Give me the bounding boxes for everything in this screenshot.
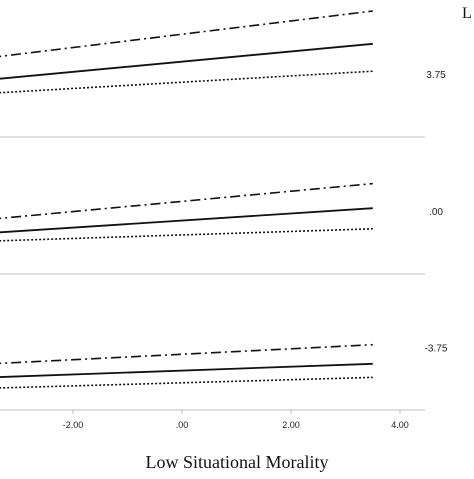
series-line-solid <box>0 42 373 80</box>
series-line-dash-dot <box>0 343 373 365</box>
series-line-solid <box>0 362 373 378</box>
x-tick-label: 4.00 <box>391 420 409 430</box>
series-line-dotted <box>0 376 373 389</box>
x-tick-label: -2.00 <box>63 420 84 430</box>
series-line-dash-dot <box>0 182 373 220</box>
series-line-dash-dot <box>0 10 373 58</box>
series-line-dotted <box>0 228 373 242</box>
x-tick-label: 2.00 <box>282 420 300 430</box>
panel-3: -3.75 <box>0 344 448 389</box>
x-tick-label: .00 <box>176 420 189 430</box>
panel-label: .00 <box>429 207 443 218</box>
panel-2: .00 <box>0 182 443 275</box>
panels-layer: 3.75 .00 -3.75 <box>0 10 448 389</box>
panel-label: 3.75 <box>426 70 446 81</box>
panel-label: -3.75 <box>425 344 448 355</box>
series-line-dotted <box>0 70 373 94</box>
legend-title-fragment: L <box>462 5 472 22</box>
x-ticks: -2.00 .00 2.00 4.00 <box>63 410 409 430</box>
panel-1: 3.75 <box>0 10 446 138</box>
series-line-solid <box>0 207 373 234</box>
x-axis-label: Low Situational Morality <box>146 452 329 472</box>
